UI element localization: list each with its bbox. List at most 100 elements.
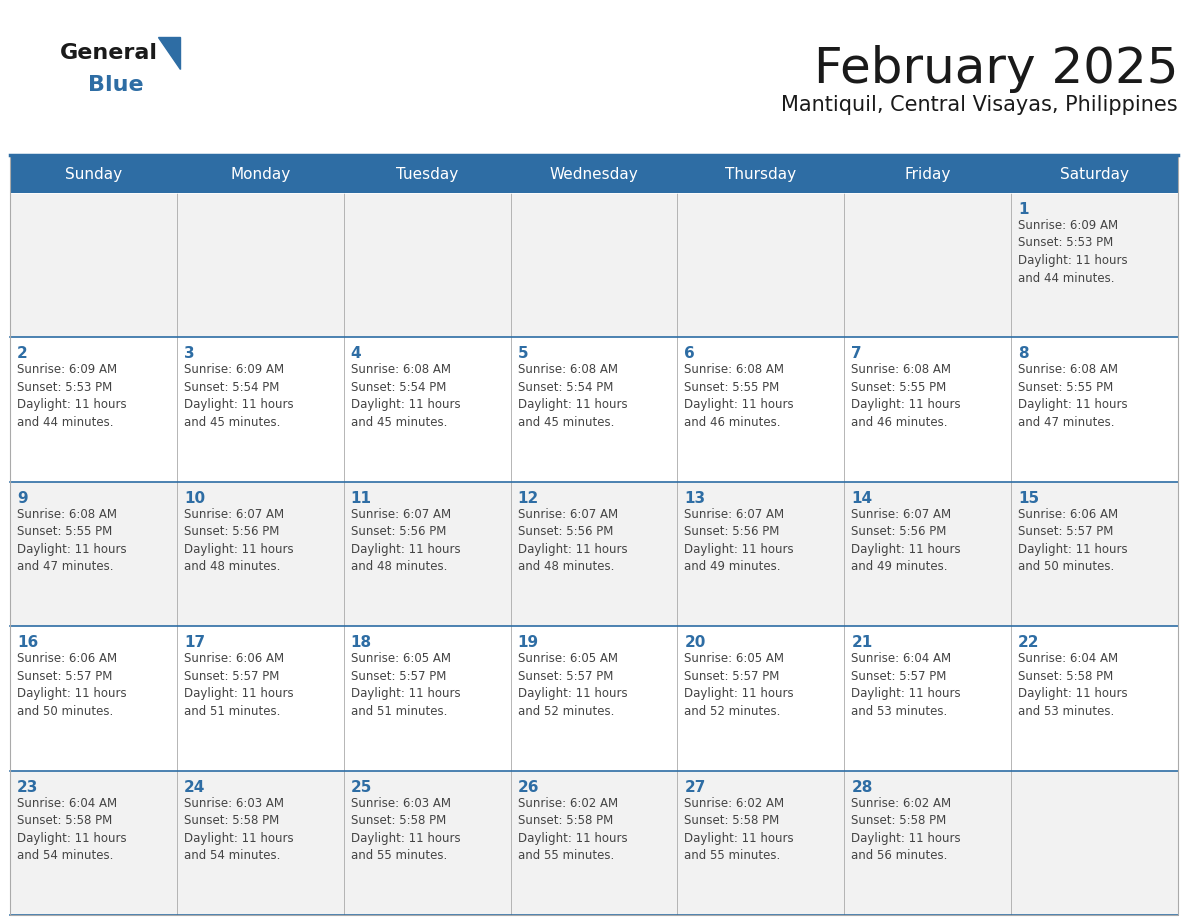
Bar: [343, 626, 511, 770]
Text: Blue: Blue: [88, 75, 144, 95]
Bar: [177, 770, 343, 915]
Bar: [511, 626, 677, 770]
Polygon shape: [158, 37, 181, 69]
Bar: [177, 155, 343, 193]
Bar: [677, 770, 845, 915]
Text: Mantiquil, Central Visayas, Philippines: Mantiquil, Central Visayas, Philippines: [782, 95, 1178, 115]
Text: Sunrise: 6:07 AM
Sunset: 5:56 PM
Daylight: 11 hours
and 49 minutes.: Sunrise: 6:07 AM Sunset: 5:56 PM Dayligh…: [684, 508, 794, 574]
Text: Sunrise: 6:05 AM
Sunset: 5:57 PM
Daylight: 11 hours
and 52 minutes.: Sunrise: 6:05 AM Sunset: 5:57 PM Dayligh…: [684, 652, 794, 718]
Text: Sunrise: 6:05 AM
Sunset: 5:57 PM
Daylight: 11 hours
and 51 minutes.: Sunrise: 6:05 AM Sunset: 5:57 PM Dayligh…: [350, 652, 460, 718]
Bar: [677, 155, 845, 193]
Text: Sunrise: 6:02 AM
Sunset: 5:58 PM
Daylight: 11 hours
and 55 minutes.: Sunrise: 6:02 AM Sunset: 5:58 PM Dayligh…: [518, 797, 627, 862]
Text: Friday: Friday: [904, 166, 950, 182]
Bar: [511, 338, 677, 482]
Text: Sunrise: 6:06 AM
Sunset: 5:57 PM
Daylight: 11 hours
and 51 minutes.: Sunrise: 6:06 AM Sunset: 5:57 PM Dayligh…: [184, 652, 293, 718]
Bar: [10, 338, 177, 482]
Bar: [1011, 338, 1178, 482]
Bar: [177, 626, 343, 770]
Bar: [177, 193, 343, 338]
Bar: [343, 482, 511, 626]
Bar: [177, 482, 343, 626]
Bar: [1011, 626, 1178, 770]
Text: 17: 17: [184, 635, 206, 650]
Text: 6: 6: [684, 346, 695, 362]
Bar: [677, 482, 845, 626]
Text: Sunrise: 6:03 AM
Sunset: 5:58 PM
Daylight: 11 hours
and 54 minutes.: Sunrise: 6:03 AM Sunset: 5:58 PM Dayligh…: [184, 797, 293, 862]
Bar: [177, 338, 343, 482]
Bar: [1011, 482, 1178, 626]
Text: 19: 19: [518, 635, 538, 650]
Text: Sunrise: 6:08 AM
Sunset: 5:55 PM
Daylight: 11 hours
and 47 minutes.: Sunrise: 6:08 AM Sunset: 5:55 PM Dayligh…: [17, 508, 127, 574]
Text: Sunrise: 6:02 AM
Sunset: 5:58 PM
Daylight: 11 hours
and 56 minutes.: Sunrise: 6:02 AM Sunset: 5:58 PM Dayligh…: [852, 797, 961, 862]
Bar: [677, 338, 845, 482]
Text: 12: 12: [518, 491, 539, 506]
Bar: [343, 155, 511, 193]
Bar: [845, 770, 1011, 915]
Text: 2: 2: [17, 346, 27, 362]
Text: Sunrise: 6:09 AM
Sunset: 5:54 PM
Daylight: 11 hours
and 45 minutes.: Sunrise: 6:09 AM Sunset: 5:54 PM Dayligh…: [184, 364, 293, 429]
Text: 26: 26: [518, 779, 539, 795]
Bar: [845, 193, 1011, 338]
Text: 22: 22: [1018, 635, 1040, 650]
Text: 20: 20: [684, 635, 706, 650]
Text: Sunrise: 6:06 AM
Sunset: 5:57 PM
Daylight: 11 hours
and 50 minutes.: Sunrise: 6:06 AM Sunset: 5:57 PM Dayligh…: [17, 652, 127, 718]
Text: Sunrise: 6:08 AM
Sunset: 5:54 PM
Daylight: 11 hours
and 45 minutes.: Sunrise: 6:08 AM Sunset: 5:54 PM Dayligh…: [518, 364, 627, 429]
Text: Sunrise: 6:03 AM
Sunset: 5:58 PM
Daylight: 11 hours
and 55 minutes.: Sunrise: 6:03 AM Sunset: 5:58 PM Dayligh…: [350, 797, 460, 862]
Text: 5: 5: [518, 346, 529, 362]
Text: Sunday: Sunday: [65, 166, 122, 182]
Text: 3: 3: [184, 346, 195, 362]
Bar: [1011, 770, 1178, 915]
Text: General: General: [61, 43, 158, 63]
Text: Sunrise: 6:07 AM
Sunset: 5:56 PM
Daylight: 11 hours
and 49 minutes.: Sunrise: 6:07 AM Sunset: 5:56 PM Dayligh…: [852, 508, 961, 574]
Text: Tuesday: Tuesday: [396, 166, 459, 182]
Text: 27: 27: [684, 779, 706, 795]
Text: Sunrise: 6:08 AM
Sunset: 5:55 PM
Daylight: 11 hours
and 46 minutes.: Sunrise: 6:08 AM Sunset: 5:55 PM Dayligh…: [684, 364, 794, 429]
Bar: [677, 626, 845, 770]
Bar: [1011, 155, 1178, 193]
Text: Sunrise: 6:06 AM
Sunset: 5:57 PM
Daylight: 11 hours
and 50 minutes.: Sunrise: 6:06 AM Sunset: 5:57 PM Dayligh…: [1018, 508, 1127, 574]
Text: Sunrise: 6:04 AM
Sunset: 5:58 PM
Daylight: 11 hours
and 54 minutes.: Sunrise: 6:04 AM Sunset: 5:58 PM Dayligh…: [17, 797, 127, 862]
Text: 8: 8: [1018, 346, 1029, 362]
Text: Sunrise: 6:08 AM
Sunset: 5:54 PM
Daylight: 11 hours
and 45 minutes.: Sunrise: 6:08 AM Sunset: 5:54 PM Dayligh…: [350, 364, 460, 429]
Text: Sunrise: 6:09 AM
Sunset: 5:53 PM
Daylight: 11 hours
and 44 minutes.: Sunrise: 6:09 AM Sunset: 5:53 PM Dayligh…: [17, 364, 127, 429]
Bar: [845, 338, 1011, 482]
Text: Sunrise: 6:08 AM
Sunset: 5:55 PM
Daylight: 11 hours
and 46 minutes.: Sunrise: 6:08 AM Sunset: 5:55 PM Dayligh…: [852, 364, 961, 429]
Text: Sunrise: 6:02 AM
Sunset: 5:58 PM
Daylight: 11 hours
and 55 minutes.: Sunrise: 6:02 AM Sunset: 5:58 PM Dayligh…: [684, 797, 794, 862]
Text: 4: 4: [350, 346, 361, 362]
Bar: [10, 482, 177, 626]
Bar: [845, 626, 1011, 770]
Text: Saturday: Saturday: [1060, 166, 1129, 182]
Bar: [343, 770, 511, 915]
Bar: [677, 193, 845, 338]
Bar: [511, 482, 677, 626]
Text: 1: 1: [1018, 202, 1029, 217]
Text: Sunrise: 6:07 AM
Sunset: 5:56 PM
Daylight: 11 hours
and 48 minutes.: Sunrise: 6:07 AM Sunset: 5:56 PM Dayligh…: [518, 508, 627, 574]
Text: 25: 25: [350, 779, 372, 795]
Text: 28: 28: [852, 779, 873, 795]
Text: Thursday: Thursday: [726, 166, 796, 182]
Text: Sunrise: 6:05 AM
Sunset: 5:57 PM
Daylight: 11 hours
and 52 minutes.: Sunrise: 6:05 AM Sunset: 5:57 PM Dayligh…: [518, 652, 627, 718]
Bar: [343, 193, 511, 338]
Text: Sunrise: 6:08 AM
Sunset: 5:55 PM
Daylight: 11 hours
and 47 minutes.: Sunrise: 6:08 AM Sunset: 5:55 PM Dayligh…: [1018, 364, 1127, 429]
Bar: [845, 155, 1011, 193]
Bar: [511, 770, 677, 915]
Text: Sunrise: 6:09 AM
Sunset: 5:53 PM
Daylight: 11 hours
and 44 minutes.: Sunrise: 6:09 AM Sunset: 5:53 PM Dayligh…: [1018, 219, 1127, 285]
Bar: [10, 193, 177, 338]
Text: 18: 18: [350, 635, 372, 650]
Text: February 2025: February 2025: [814, 45, 1178, 93]
Bar: [511, 155, 677, 193]
Text: 9: 9: [17, 491, 27, 506]
Text: Monday: Monday: [230, 166, 290, 182]
Bar: [511, 193, 677, 338]
Text: 14: 14: [852, 491, 872, 506]
Text: Sunrise: 6:07 AM
Sunset: 5:56 PM
Daylight: 11 hours
and 48 minutes.: Sunrise: 6:07 AM Sunset: 5:56 PM Dayligh…: [184, 508, 293, 574]
Text: 23: 23: [17, 779, 38, 795]
Bar: [10, 155, 177, 193]
Text: 24: 24: [184, 779, 206, 795]
Text: 21: 21: [852, 635, 872, 650]
Text: 7: 7: [852, 346, 862, 362]
Text: 13: 13: [684, 491, 706, 506]
Text: 16: 16: [17, 635, 38, 650]
Bar: [10, 626, 177, 770]
Bar: [845, 482, 1011, 626]
